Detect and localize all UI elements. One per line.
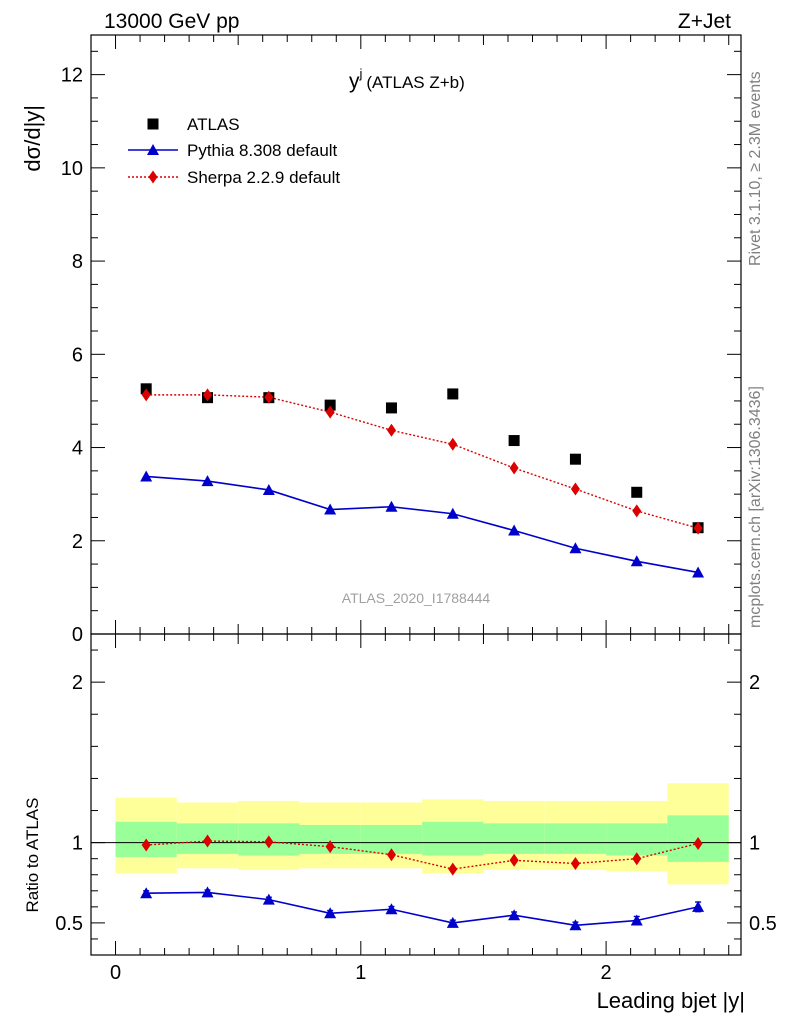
legend-sherpa-marker (148, 170, 158, 184)
band-inner (606, 823, 668, 856)
xtick-label: 1 (355, 962, 366, 984)
ratio-pythia-line (146, 891, 699, 927)
plot-title-rest: (ATLAS Z+b) (366, 73, 464, 92)
legend-label: Pythia 8.308 default (187, 141, 338, 160)
ratio-ytick-label-left: 2 (72, 672, 83, 694)
ratio-sherpa-line (146, 840, 699, 870)
legend-pythia-marker (147, 144, 159, 155)
pythia-point (324, 503, 337, 515)
pythia-point (201, 475, 214, 487)
pythia-point (262, 483, 275, 495)
plot-title-main: y (349, 70, 360, 93)
main-ytick-label: 6 (72, 344, 83, 366)
ratio-bands (91, 783, 741, 885)
plot-title-sup: j (359, 66, 363, 81)
ratio-ytick-label-right: 2 (749, 672, 760, 694)
ratio-sherpa-point (325, 840, 335, 854)
ratio-pythia-point (692, 900, 705, 912)
sherpa-point (386, 423, 396, 437)
ratio-sherpa-point (141, 838, 151, 852)
ratio-frame: 0 1 2 0.5 0.5 1 1 2 2 (55, 633, 777, 984)
ratio-pythia-point (324, 907, 337, 919)
pythia-point (508, 524, 521, 536)
rivet-label: Rivet 3.1.10, ≥ 2.3M events (747, 71, 764, 266)
ratio-ylabel: Ratio to ATLAS (23, 798, 42, 913)
sherpa-point (141, 388, 151, 402)
xtick-label: 0 (110, 962, 121, 984)
ratio-sherpa-point (570, 857, 580, 871)
ratio-sherpa-point (264, 835, 274, 849)
band-inner (422, 821, 484, 856)
atlas-point (447, 388, 459, 400)
sherpa-point (264, 390, 274, 404)
pythia-point (569, 542, 582, 554)
sherpa-point (325, 405, 335, 419)
ratio-pythia-point (385, 903, 398, 915)
pythia-point (446, 507, 459, 519)
atlas-point (508, 435, 520, 447)
legend-label: Sherpa 2.2.9 default (187, 168, 340, 187)
ratio-series (140, 834, 705, 931)
legend: ATLAS Pythia 8.308 default Sherpa 2.2.9 de… (128, 115, 340, 187)
band-inner (483, 823, 545, 854)
ratio-pythia-point (569, 919, 582, 931)
ratio-ytick-label-left: 1 (72, 833, 83, 855)
atlas-point (631, 486, 643, 498)
ratio-pythia-point (140, 887, 153, 899)
atlas-point (569, 453, 581, 465)
ratio-pythia-point (630, 914, 643, 926)
header-left: 13000 GeV pp (104, 10, 239, 33)
main-ytick-label: 8 (72, 251, 83, 273)
ratio-plot-frame (90, 633, 742, 956)
mcplots-label: mcplots.cern.ch [arXiv:1306.3436] (747, 386, 764, 628)
main-ytick-label: 4 (72, 438, 83, 460)
ratio-ytick-label-right: 0.5 (749, 913, 777, 935)
atlas-point (324, 399, 336, 411)
ratio-sherpa-point (448, 862, 458, 876)
sherpa-point (570, 482, 580, 496)
band-inner (544, 823, 607, 854)
ratio-pythia-point (201, 886, 214, 898)
sherpa-point (693, 521, 703, 535)
pythia-point (630, 555, 643, 567)
main-ytick-label: 0 (72, 624, 83, 646)
main-ylabel: dσ/d|y| (20, 105, 45, 172)
ratio-sherpa-point (693, 836, 703, 850)
sherpa-point (203, 388, 213, 402)
ratio-ytick-label-right: 1 (749, 833, 760, 855)
pythia-line (146, 475, 699, 574)
ratio-ytick-label-left: 0.5 (55, 913, 83, 935)
xtick-label: 2 (601, 962, 612, 984)
ratio-sherpa-point (386, 848, 396, 862)
pythia-point (385, 500, 398, 512)
main-ytick-label: 10 (61, 158, 83, 180)
plot-title: yj (ATLAS Z+b) (349, 66, 465, 93)
ratio-sherpa-point (509, 853, 519, 867)
sherpa-point (448, 437, 458, 451)
sherpa-point (632, 504, 642, 518)
main-ytick-label: 12 (61, 65, 83, 87)
ratio-sherpa-point (632, 852, 642, 866)
main-ytick-label: 2 (72, 531, 83, 553)
legend-atlas-marker (147, 118, 159, 130)
ratio-pythia-point (508, 909, 521, 921)
analysis-watermark: ATLAS_2020_I1788444 (342, 590, 491, 606)
pythia-point (692, 566, 705, 578)
sherpa-point (509, 461, 519, 475)
main-series (140, 383, 705, 578)
ratio-sherpa-point (203, 834, 213, 848)
sherpa-line (146, 394, 699, 529)
legend-label: ATLAS (187, 115, 240, 134)
header-right: Z+Jet (678, 10, 731, 33)
pythia-point (140, 470, 153, 482)
xlabel: Leading bjet |y| (597, 988, 745, 1013)
ratio-pythia-point (262, 893, 275, 905)
ratio-pythia-point (446, 916, 459, 928)
atlas-point (385, 402, 397, 414)
